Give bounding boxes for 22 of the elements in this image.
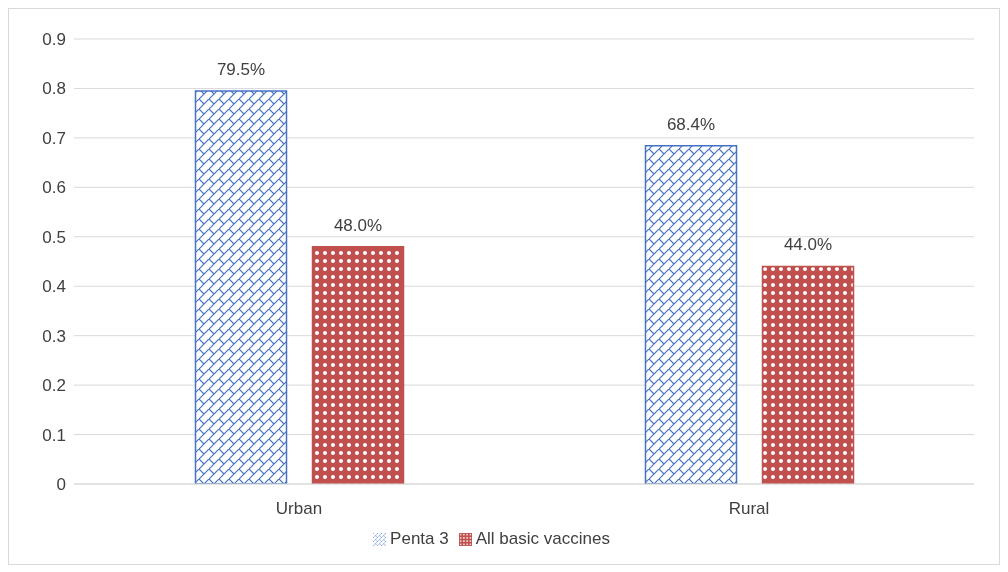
bar (761, 265, 855, 484)
y-tick-label: 0.6 (42, 178, 66, 198)
legend-label: All basic vaccines (475, 529, 610, 548)
x-tick-label: Rural (728, 499, 770, 519)
bar (644, 145, 738, 484)
y-tick-label: 0.9 (42, 30, 66, 50)
y-tick-label: 0.4 (42, 277, 66, 297)
bar (194, 90, 288, 484)
y-tick-label: 0.3 (42, 326, 66, 346)
legend-label: Penta 3 (390, 529, 449, 548)
data-label: 79.5% (216, 59, 266, 79)
y-tick-label: 0.8 (42, 79, 66, 99)
y-tick-label: 0 (56, 475, 66, 495)
data-label: 68.4% (666, 114, 716, 134)
y-tick-label: 0.2 (42, 376, 66, 396)
bar (311, 245, 405, 484)
y-tick-label: 0.5 (42, 227, 66, 247)
y-tick-label: 0.7 (42, 128, 66, 148)
y-tick-label: 0.1 (42, 425, 66, 445)
data-label: 44.0% (783, 235, 833, 255)
x-tick-label: Urban (275, 499, 323, 519)
data-label: 48.0% (333, 215, 383, 235)
